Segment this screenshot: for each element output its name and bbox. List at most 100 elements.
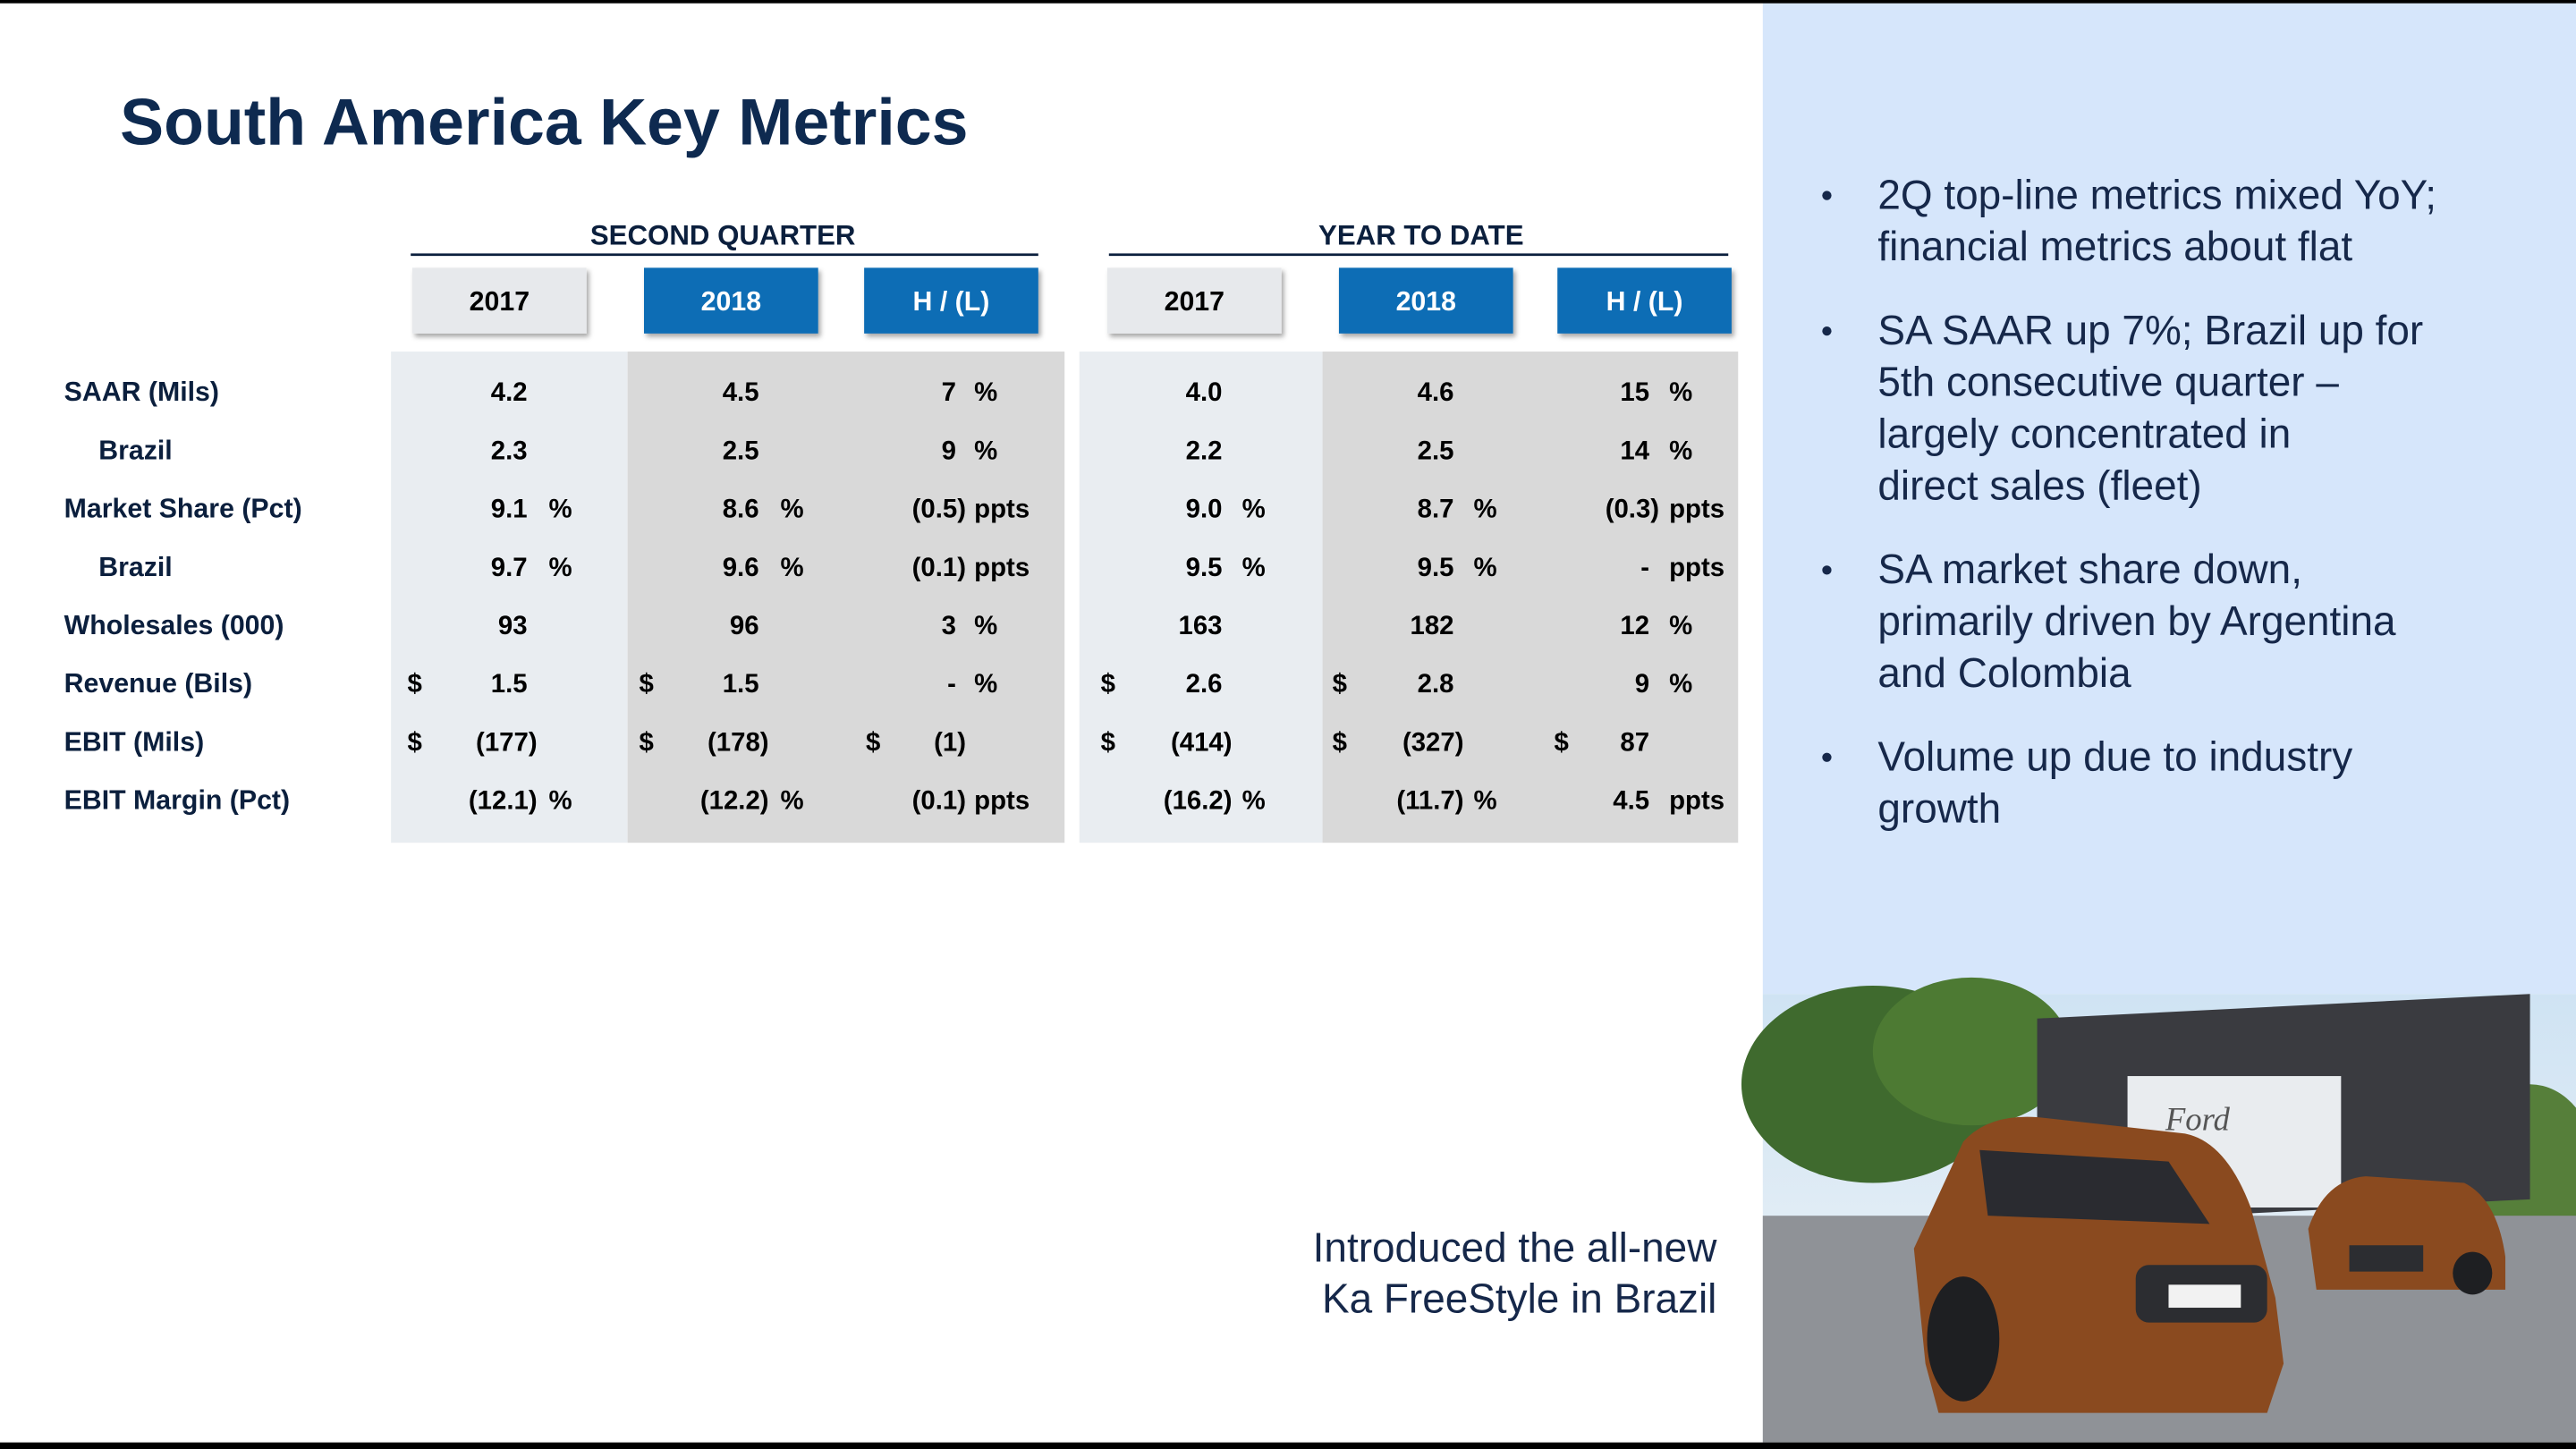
cell-unit: % — [548, 495, 572, 524]
cell-value: 9.7 — [491, 553, 528, 582]
row-label: Market Share (Pct) — [64, 495, 302, 524]
cell-value: 4.5 — [723, 377, 759, 407]
cell-value: 2.6 — [1186, 669, 1223, 699]
cell-value: (414) — [1171, 727, 1233, 757]
cell-value: 3 — [942, 611, 956, 640]
cell-value: (178) — [708, 727, 769, 757]
bullet-text: and Colombia — [1877, 649, 2131, 696]
cell-value: (12.1) — [469, 786, 538, 816]
cell-unit: % — [1669, 436, 1692, 465]
cell-unit: ppts — [1669, 553, 1724, 582]
row-label: SAAR (Mils) — [64, 377, 219, 407]
column-header-box — [1338, 267, 1513, 334]
cell-currency: $ — [1555, 727, 1569, 757]
cell-unit: % — [780, 786, 803, 816]
cell-value: - — [947, 669, 956, 699]
cell-unit: % — [974, 669, 997, 699]
cell-value: 7 — [942, 377, 956, 407]
cell-value: 9.5 — [1186, 553, 1223, 582]
cell-value: 4.5 — [1613, 786, 1649, 816]
cell-currency: $ — [1333, 727, 1347, 757]
caption: Ka FreeStyle in Brazil — [1322, 1275, 1716, 1322]
cell-value: 9.1 — [491, 495, 528, 524]
bullet-text: Volume up due to industry — [1877, 733, 2352, 779]
cell-unit: % — [548, 786, 572, 816]
column-header-box — [1106, 267, 1282, 334]
cell-value: 9 — [1635, 669, 1649, 699]
cell-value: 1.5 — [491, 669, 528, 699]
bottom-rule — [0, 1442, 2576, 1449]
bullet-list: 2Q top-line metrics mixed YoY; financial … — [1822, 171, 2436, 831]
column-header: H / (L) — [913, 287, 990, 317]
cell-unit: % — [974, 377, 997, 407]
cell-value: 9.0 — [1186, 495, 1223, 524]
bullet-text: SA SAAR up 7%; Brazil up for — [1877, 307, 2423, 353]
cell-value: 1.5 — [723, 669, 759, 699]
bullet-text: 2Q top-line metrics mixed YoY; — [1877, 171, 2436, 217]
bullet-text: growth — [1877, 784, 2001, 831]
photo: Ford — [1741, 977, 2576, 1443]
cell-value: - — [1640, 553, 1649, 582]
cell-value: 4.2 — [491, 377, 528, 407]
cell-value: (327) — [1402, 727, 1464, 757]
cell-value: (16.2) — [1164, 786, 1233, 816]
cell-unit: % — [1474, 553, 1497, 582]
column-header-box — [1557, 267, 1732, 334]
cell-value: 163 — [1179, 611, 1223, 640]
bullet-dot — [1822, 326, 1832, 336]
cell-value: 9 — [942, 436, 956, 465]
cell-unit: % — [780, 495, 803, 524]
cell-value: 9.5 — [1418, 553, 1454, 582]
bullet-text: financial metrics about flat — [1877, 223, 2352, 269]
cell-unit: ppts — [974, 495, 1030, 524]
cell-value: (0.3) — [1606, 495, 1659, 524]
row-label: EBIT (Mils) — [64, 727, 205, 757]
cell-value: 2.5 — [723, 436, 759, 465]
cell-value: 8.7 — [1418, 495, 1454, 524]
cell-unit: % — [1242, 495, 1266, 524]
column-header-box — [864, 267, 1038, 334]
cell-value: 2.5 — [1418, 436, 1454, 465]
cell-value: 2.3 — [491, 436, 528, 465]
caption: Introduced the all-new — [1313, 1224, 1718, 1271]
bullet-text: direct sales (fleet) — [1877, 462, 2201, 508]
col-shade — [627, 352, 1065, 843]
cell-value: 93 — [498, 611, 528, 640]
cell-unit: % — [1474, 786, 1497, 816]
cell-currency: $ — [866, 727, 880, 757]
cell-value: 9.6 — [723, 553, 759, 582]
cell-value: 4.6 — [1418, 377, 1454, 407]
column-header-box — [644, 267, 818, 334]
row-label: Brazil — [98, 436, 173, 465]
col-shade — [1322, 352, 1739, 843]
cell-unit: % — [780, 553, 803, 582]
cell-value: 182 — [1410, 611, 1453, 640]
cell-unit: % — [974, 436, 997, 465]
bullet-dot — [1822, 191, 1832, 200]
cell-value: (0.5) — [912, 495, 966, 524]
bullet-dot — [1822, 565, 1832, 575]
cell-currency: $ — [1101, 669, 1115, 699]
cell-value: 8.6 — [723, 495, 759, 524]
cell-currency: $ — [408, 669, 422, 699]
cell-unit: ppts — [974, 786, 1030, 816]
cell-value: 2.2 — [1186, 436, 1223, 465]
cell-value: (12.2) — [700, 786, 769, 816]
cell-value: (11.7) — [1396, 786, 1463, 816]
bullet-text: primarily driven by Argentina — [1877, 597, 2396, 644]
row-label: Revenue (Bils) — [64, 669, 252, 699]
cell-unit: % — [1474, 495, 1497, 524]
table: 2017 2018 H / (L) 2017 2018 H / (L) SAAR (Mils… — [64, 267, 1732, 816]
bullet-text: 5th consecutive quarter – — [1877, 359, 2339, 405]
cell-unit: % — [548, 553, 572, 582]
cell-unit: ppts — [1669, 495, 1724, 524]
column-header: 2017 — [1165, 287, 1224, 317]
bullet-dot — [1822, 752, 1832, 762]
col-shade — [1079, 352, 1323, 843]
row-label: EBIT Margin (Pct) — [64, 786, 290, 816]
cell-value: 87 — [1620, 727, 1649, 757]
group-title: YEAR TO DATE — [1318, 220, 1524, 251]
cell-value: 4.0 — [1186, 377, 1223, 407]
